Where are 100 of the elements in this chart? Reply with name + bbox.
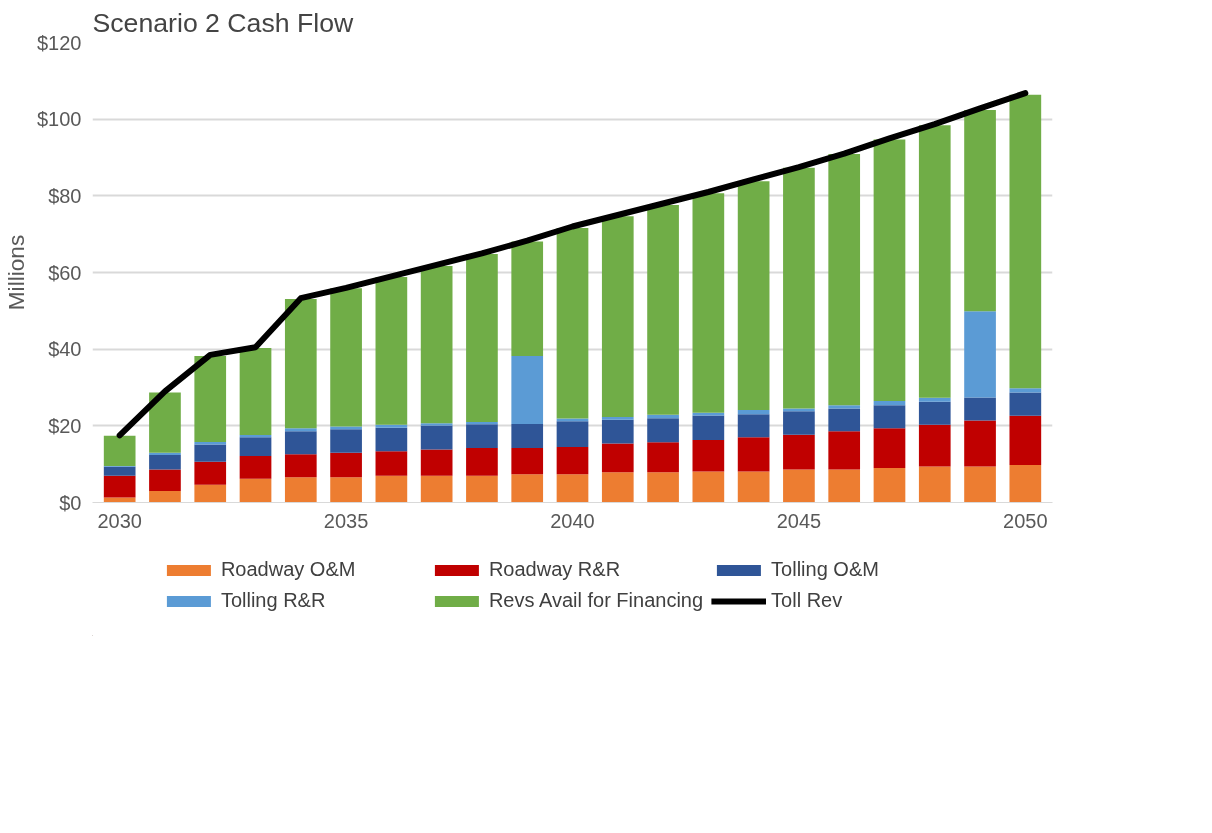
bar <box>737 437 770 472</box>
bar <box>103 435 136 467</box>
bar <box>556 474 589 503</box>
bar <box>375 451 408 476</box>
bar <box>964 466 996 503</box>
bar <box>601 419 634 444</box>
bar <box>420 265 453 424</box>
bar <box>1009 388 1042 393</box>
y-tick-label: $80 <box>48 184 82 207</box>
bar <box>149 469 181 491</box>
bar <box>783 434 815 470</box>
bar <box>330 429 362 453</box>
legend-label: Tolling O&M <box>771 558 880 581</box>
bar <box>964 311 996 398</box>
bar <box>918 466 951 503</box>
bar <box>466 254 498 422</box>
bar <box>149 454 181 470</box>
bar <box>964 420 996 467</box>
bar <box>828 408 861 432</box>
bar <box>828 154 861 406</box>
y-tick-label: $120 <box>37 31 82 54</box>
bar <box>601 216 634 418</box>
bar <box>783 469 815 503</box>
chart-title: Scenario 2 Cash Flow <box>92 7 355 38</box>
y-tick-label: $0 <box>59 491 82 514</box>
bar <box>466 475 498 503</box>
x-tick-label: 2050 <box>1003 509 1048 532</box>
bar <box>647 205 679 415</box>
bar <box>239 348 272 436</box>
bar <box>647 442 679 473</box>
x-tick-label: 2045 <box>776 509 822 532</box>
bar <box>330 452 362 478</box>
bar <box>964 109 996 312</box>
bar <box>284 428 317 432</box>
bar <box>692 471 725 503</box>
bar <box>284 298 317 429</box>
bar <box>783 167 815 409</box>
bar <box>511 356 544 424</box>
legend-label: Revs Avail for Financing <box>488 589 704 612</box>
bar <box>284 477 317 503</box>
bar <box>556 446 589 475</box>
y-tick-label: $20 <box>48 414 82 437</box>
bar <box>918 401 951 425</box>
bar <box>103 475 136 498</box>
bar <box>420 425 453 450</box>
bar <box>239 456 272 479</box>
bar <box>737 410 770 415</box>
bar <box>601 443 634 473</box>
y-tick-label: $60 <box>48 261 82 284</box>
bar <box>466 448 498 476</box>
bar <box>918 397 951 402</box>
bar <box>511 474 544 503</box>
bar <box>647 418 679 443</box>
bar <box>194 444 227 462</box>
bar <box>420 449 453 476</box>
bar <box>1009 94 1042 389</box>
bar <box>375 424 408 428</box>
bar <box>103 466 136 476</box>
legend-label: Roadway O&M <box>220 558 357 581</box>
bar <box>284 454 317 478</box>
bar <box>330 477 362 503</box>
bar <box>375 277 408 425</box>
bar <box>330 288 362 427</box>
bar <box>873 468 906 503</box>
x-tick-label: 2040 <box>550 509 595 532</box>
legend-label: Roadway R&R <box>488 558 622 581</box>
bar <box>601 472 634 503</box>
bar <box>194 356 227 442</box>
y-tick-label: $100 <box>37 108 82 131</box>
x-tick-label: 2030 <box>97 509 142 532</box>
bar <box>511 448 544 475</box>
bar <box>239 478 272 503</box>
bar <box>1009 464 1042 503</box>
bar <box>783 411 815 435</box>
bar <box>239 437 272 457</box>
bar <box>828 405 861 409</box>
legend-label: Toll Rev <box>771 589 844 612</box>
bar <box>1009 415 1042 465</box>
bar <box>918 424 951 467</box>
y-axis-title: Millions <box>3 234 30 311</box>
bar <box>1009 392 1042 416</box>
x-tick-label: 2035 <box>323 509 369 532</box>
bar <box>556 228 589 419</box>
bar <box>194 461 227 485</box>
bar <box>375 427 408 452</box>
bar <box>466 424 498 449</box>
bar <box>284 431 317 455</box>
bar <box>511 241 544 357</box>
bar <box>828 469 861 503</box>
bar <box>873 400 906 406</box>
legend-label: Tolling R&R <box>220 589 327 612</box>
bar <box>420 475 453 503</box>
bar <box>375 475 408 503</box>
bar <box>692 440 725 472</box>
bar <box>873 428 906 468</box>
bar <box>873 405 906 429</box>
bar <box>873 139 906 401</box>
bar <box>737 471 770 503</box>
bar <box>737 414 770 438</box>
y-tick-label: $40 <box>48 338 82 361</box>
